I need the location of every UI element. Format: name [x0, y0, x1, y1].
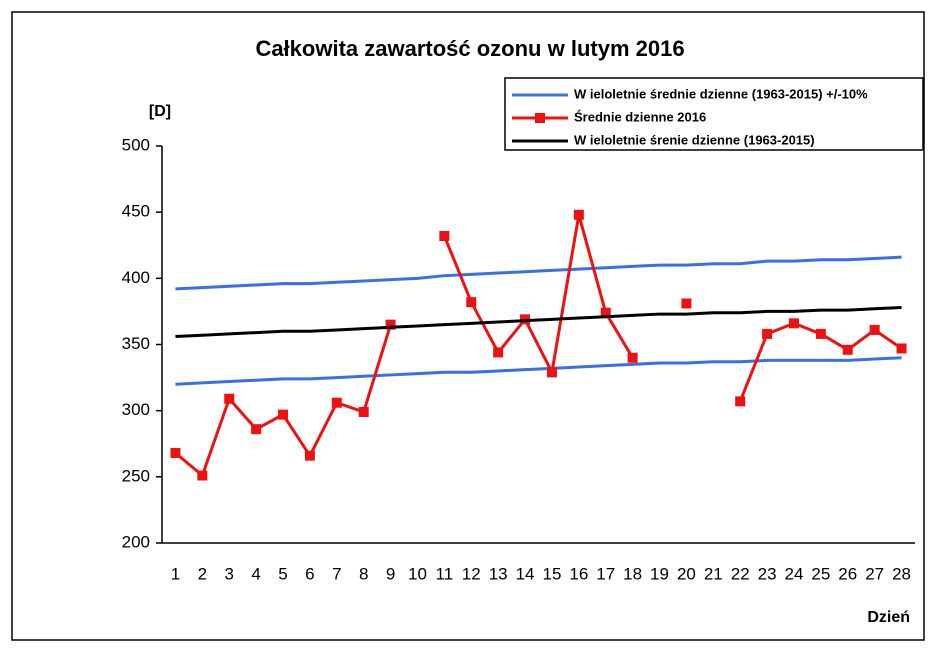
data-point [815, 328, 826, 339]
data-point [896, 343, 907, 354]
data-point [842, 344, 853, 355]
data-point [788, 318, 799, 329]
x-tick-label: 12 [462, 564, 481, 583]
y-tick-label: 200 [122, 532, 150, 551]
data-point [493, 347, 504, 358]
y-tick-label: 300 [122, 400, 150, 419]
x-tick-label: 24 [785, 564, 804, 583]
legend-marker [535, 113, 545, 123]
data-point [439, 230, 450, 241]
x-tick-label: 9 [386, 564, 395, 583]
data-point [197, 470, 208, 481]
x-tick-label: 6 [305, 564, 314, 583]
x-tick-label: 15 [542, 564, 561, 583]
x-tick-label: 7 [332, 564, 341, 583]
series-line [442, 214, 634, 378]
data-point [869, 324, 880, 335]
x-tick-label: 18 [623, 564, 642, 583]
legend-label: Średnie dzienne 2016 [574, 109, 706, 124]
x-tick-label: 28 [892, 564, 911, 583]
data-point [358, 406, 369, 417]
series-line [175, 356, 902, 386]
x-tick-label: 4 [251, 564, 260, 583]
series-line [175, 305, 902, 339]
y-tick-label: 450 [122, 202, 150, 221]
legend-box [504, 77, 924, 151]
data-point [385, 319, 396, 330]
data-point [224, 393, 235, 404]
x-tick-label: 2 [198, 564, 207, 583]
legend-label: W ieloletnie średnie dzienne (1963-2015)… [574, 86, 868, 101]
y-tick-label: 400 [122, 268, 150, 287]
x-tick-label: 5 [278, 564, 287, 583]
data-point [681, 298, 692, 309]
x-tick-label: 27 [865, 564, 884, 583]
x-tick-label: 8 [359, 564, 368, 583]
data-point [600, 307, 611, 318]
y-tick-label: 350 [122, 334, 150, 353]
data-point [278, 409, 289, 420]
x-tick-label: 13 [489, 564, 508, 583]
legend-label: W ieloletnie śrenie dzienne (1963-2015) [574, 132, 815, 147]
x-tick-label: 14 [516, 564, 535, 583]
series-line [175, 255, 902, 291]
x-tick-label: 19 [650, 564, 669, 583]
data-point [573, 209, 584, 220]
data-point [304, 450, 315, 461]
x-axis-label: Dzień [867, 609, 910, 626]
y-tick-label: 500 [122, 135, 150, 154]
data-point [735, 396, 746, 407]
x-tick-label: 26 [838, 564, 857, 583]
data-point [466, 297, 477, 308]
x-tick-label: 1 [171, 564, 180, 583]
x-tick-label: 10 [408, 564, 427, 583]
x-tick-label: 21 [704, 564, 723, 583]
x-tick-label: 25 [811, 564, 830, 583]
chart-title: Całkowita zawartość ozonu w lutym 2016 [255, 36, 684, 61]
data-point [331, 397, 342, 408]
data-point [762, 328, 773, 339]
x-tick-label: 3 [224, 564, 233, 583]
y-tick-label: 250 [122, 466, 150, 485]
data-point [251, 424, 262, 435]
data-point [546, 367, 557, 378]
y-axis-label: [D] [149, 103, 171, 120]
data-point [627, 352, 638, 363]
x-tick-label: 23 [758, 564, 777, 583]
x-tick-label: 20 [677, 564, 696, 583]
x-tick-label: 22 [731, 564, 750, 583]
x-tick-label: 11 [436, 564, 454, 583]
data-point [170, 448, 181, 459]
x-tick-label: 17 [596, 564, 615, 583]
x-tick-label: 16 [569, 564, 588, 583]
